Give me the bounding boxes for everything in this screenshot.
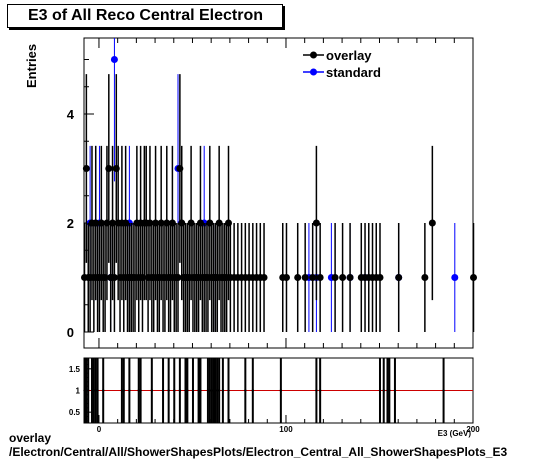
ratio-point [173,389,176,392]
ratio-point [197,389,200,392]
ratio-point [216,389,219,392]
ratio-point [378,389,382,392]
legend-label-overlay: overlay [326,48,372,63]
ratio-point [315,389,318,392]
ratio-point [318,389,322,392]
y-tick-label: 2 [67,216,74,231]
overlay-point [421,274,429,281]
ratio-point [167,389,170,392]
overlay-point [376,274,384,281]
ratio-point [161,389,165,392]
footer-line-1: overlay [9,431,52,445]
overlay-point [316,274,324,281]
main-plot-border [83,37,474,349]
overlay-point [339,274,347,281]
y-tick-label: 0 [67,325,74,340]
ratio-point [393,389,397,392]
ratio-point [191,389,195,392]
overlay-point [282,274,290,281]
overlay-point [346,274,354,281]
standard-point [110,56,118,63]
overlay-point [395,274,403,281]
ratio-y-tick-label: 1 [76,387,81,396]
legend-marker-overlay [310,51,317,59]
overlay-point [105,165,113,172]
chart-title-box: E3 of All Reco Central Electron [7,4,283,28]
ratio-point [210,389,213,392]
ratio-point [442,389,445,392]
ratio-point [386,389,389,392]
ratio-point [87,389,90,392]
standard-point [451,274,459,281]
ratio-x-tick-label: 0 [97,425,102,434]
ratio-point [206,389,210,392]
ratio-point [217,389,221,392]
overlay-point [470,274,477,281]
ratio-point [85,389,88,392]
ratio-point [208,389,212,392]
legend-label-standard: standard [326,65,381,80]
overlay-point [110,274,118,281]
overlay-point [301,274,309,281]
ratio-point [199,389,202,392]
overlay-point [331,274,339,281]
ratio-point [128,389,131,392]
ratio-point [382,389,385,392]
ratio-point [221,389,225,392]
overlay-point [260,274,268,281]
ratio-point [186,389,189,392]
main-plot-data [81,38,477,332]
ratio-point [120,389,124,392]
ratio-point [388,389,391,392]
legend: overlay standard [303,48,381,80]
ratio-point [92,389,96,392]
overlay-point [294,274,302,281]
ratio-point [212,389,215,392]
ratio-point [102,389,105,392]
ratio-point [251,389,255,392]
ratio-point [122,389,125,392]
ratio-point [90,389,94,392]
legend-marker-standard [310,68,317,76]
x-axis-label: E3 (GeV) [438,429,472,438]
ratio-point [244,389,247,392]
ratio-x-tick-label: 200 [466,425,480,434]
ratio-point [178,389,182,392]
ratio-point [137,389,140,392]
ratio-plot-data [83,358,473,423]
ratio-point [279,389,283,392]
footer-caption: overlay /Electron/Central/All/ShowerShap… [9,431,507,459]
ratio-point [227,389,230,392]
overlay-point [82,165,90,172]
overlay-point [309,274,317,281]
ratio-point [94,389,97,392]
ratio-point [139,389,142,392]
chart-title: E3 of All Reco Central Electron [28,7,264,24]
overlay-point [312,219,320,227]
ratio-point [83,389,86,392]
ratio-point [150,389,154,392]
ratio-x-tick-label: 100 [279,425,293,434]
ratio-point [214,389,217,392]
ratio-point [184,389,187,392]
overlay-point [428,219,436,227]
ratio-y-tick-label: 1.5 [69,365,81,374]
y-tick-label: 4 [67,107,75,122]
ratio-point [96,389,99,392]
overlay-point [174,274,182,281]
ratio-y-tick-label: 0.5 [69,408,81,417]
footer-line-2: /Electron/Central/All/ShowerShapesPlots/… [9,445,508,459]
